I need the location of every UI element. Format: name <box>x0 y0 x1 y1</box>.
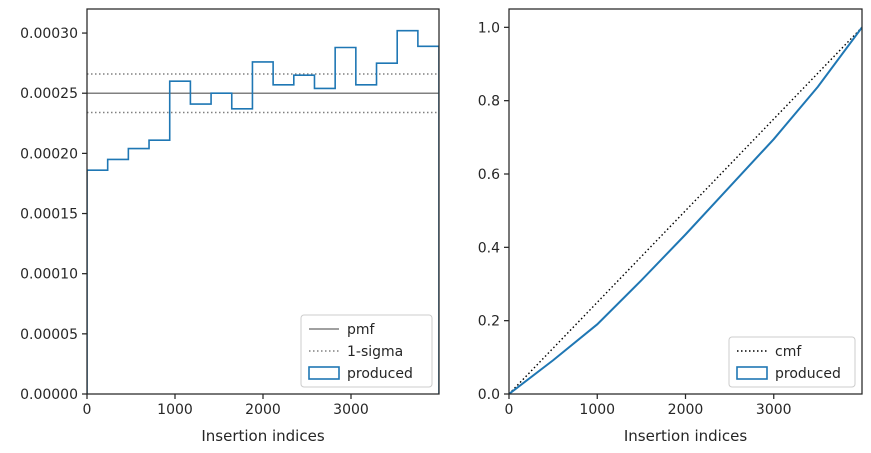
legend-entry-label: cmf <box>775 344 802 360</box>
legend-entry-label: pmf <box>347 322 376 338</box>
x-axis-label: Insertion indices <box>624 427 747 445</box>
y-tick-label: 0.8 <box>478 94 500 110</box>
histogram-step-produced <box>87 29 439 394</box>
legend: cmf produced <box>728 336 856 388</box>
x-axis-label: Insertion indices <box>201 427 324 445</box>
legend-box <box>728 336 856 388</box>
x-tick-label: 3000 <box>333 402 369 418</box>
y-tick-label: 0.6 <box>478 167 500 183</box>
legend-box <box>300 314 433 388</box>
y-tick-label: 0.00015 <box>20 207 78 223</box>
y-tick-label: 0.00005 <box>20 327 78 343</box>
x-tick-label: 1000 <box>157 402 193 418</box>
x-tick-label: 2000 <box>668 402 704 418</box>
legend-entry-label: produced <box>775 366 841 382</box>
legend: pmf 1-sigma produced <box>300 314 433 388</box>
y-tick-label: 0.00000 <box>20 387 78 403</box>
legend-entry-label: 1-sigma <box>347 344 403 360</box>
axes-frame <box>508 8 863 395</box>
y-tick-label: 0.00020 <box>20 146 78 162</box>
x-tick-label: 3000 <box>756 402 792 418</box>
y-tick-label: 1.0 <box>478 20 500 36</box>
y-tick-label: 0.00010 <box>20 267 78 283</box>
cmf-line <box>509 26 862 394</box>
legend-swatch-produced <box>736 366 768 380</box>
y-tick-label: 0.0 <box>478 387 500 403</box>
legend-swatch-produced <box>308 366 340 380</box>
x-tick-label: 0 <box>505 402 514 418</box>
legend-entry-label: produced <box>347 366 413 382</box>
y-tick-label: 0.00030 <box>20 26 78 42</box>
y-tick-label: 0.00025 <box>20 86 78 102</box>
right-panel-cmf-plot: 0 1000 2000 3000 0.0 0.2 0.4 0.6 0.8 1.0 Insertion… <box>478 8 863 445</box>
x-tick-label: 1000 <box>579 402 615 418</box>
y-tick-label: 0.2 <box>478 314 500 330</box>
x-tick-label: 2000 <box>245 402 281 418</box>
y-tick-label: 0.4 <box>478 240 500 256</box>
left-panel-pmf-histogram: 0 1000 2000 3000 0.00000 0.00005 0.00010 0.0001… <box>20 8 440 445</box>
produced-curve <box>509 26 862 394</box>
x-tick-label: 0 <box>83 402 92 418</box>
